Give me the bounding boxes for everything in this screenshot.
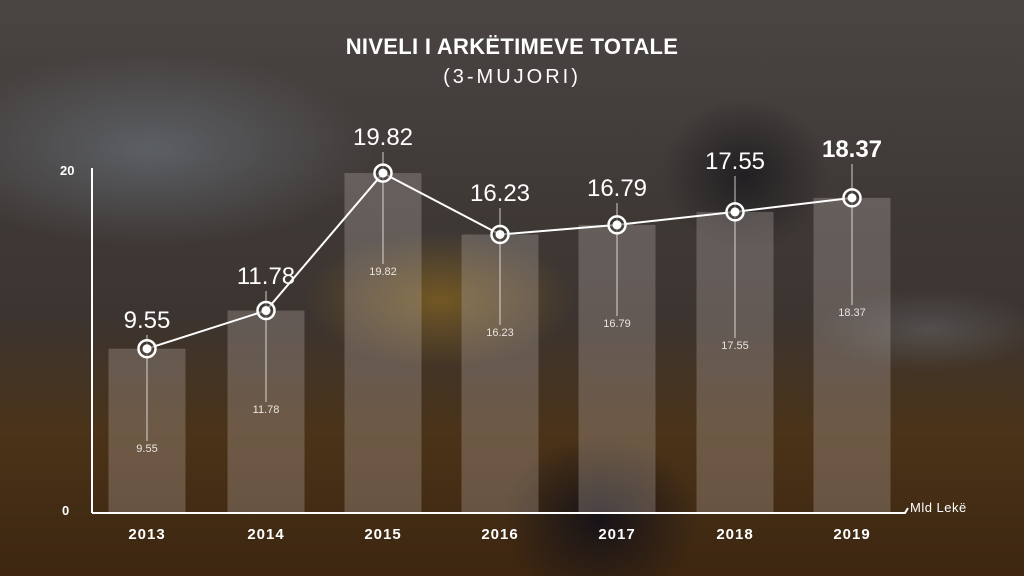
x-axis xyxy=(92,507,909,514)
bar-label-2017: 16.79 xyxy=(603,318,631,330)
value-label-2016: 16.23 xyxy=(469,180,531,207)
x-label-2016: 2016 xyxy=(481,526,519,543)
bar-label-2016: 16.23 xyxy=(486,327,514,339)
x-label-2013: 2013 xyxy=(128,526,166,543)
bar-label-2014: 11.78 xyxy=(252,404,280,416)
bar-label-2019: 18.37 xyxy=(838,307,866,319)
unit-label: Mld Lekë xyxy=(910,500,967,515)
value-label-2013: 9.55 xyxy=(123,307,171,334)
marker-dot-2014 xyxy=(261,306,271,316)
x-label-2014: 2014 xyxy=(247,526,285,543)
value-label-2015: 19.82 xyxy=(352,124,414,151)
chart-title: NIVELI I ARKËTIMEVE TOTALE xyxy=(345,34,679,59)
value-label-2014: 11.78 xyxy=(236,263,296,290)
marker-dot-2016 xyxy=(495,229,505,239)
y-tick-0: 0 xyxy=(62,503,70,518)
bar-label-2018: 17.55 xyxy=(721,340,749,352)
marker-dot-2013 xyxy=(142,344,152,354)
value-label-2017: 16.79 xyxy=(586,175,648,202)
x-label-2015: 2015 xyxy=(364,526,402,543)
x-label-2018: 2018 xyxy=(716,526,754,543)
bar-series xyxy=(108,173,891,513)
marker-dot-2018 xyxy=(730,207,740,217)
line-markers xyxy=(137,163,862,359)
y-tick-20: 20 xyxy=(60,163,75,178)
x-label-2019: 2019 xyxy=(833,526,871,543)
x-label-2017: 2017 xyxy=(598,526,636,543)
bar-label-2015: 19.82 xyxy=(369,266,397,278)
chart-subtitle: (3-MUJORI) xyxy=(443,66,581,88)
marker-dot-2019 xyxy=(847,193,857,203)
marker-dot-2015 xyxy=(378,168,388,178)
value-label-2019: 18.37 xyxy=(821,136,883,163)
value-label-2018: 17.55 xyxy=(704,148,766,175)
marker-dot-2017 xyxy=(612,220,622,230)
bar-label-2013: 9.55 xyxy=(136,443,158,455)
